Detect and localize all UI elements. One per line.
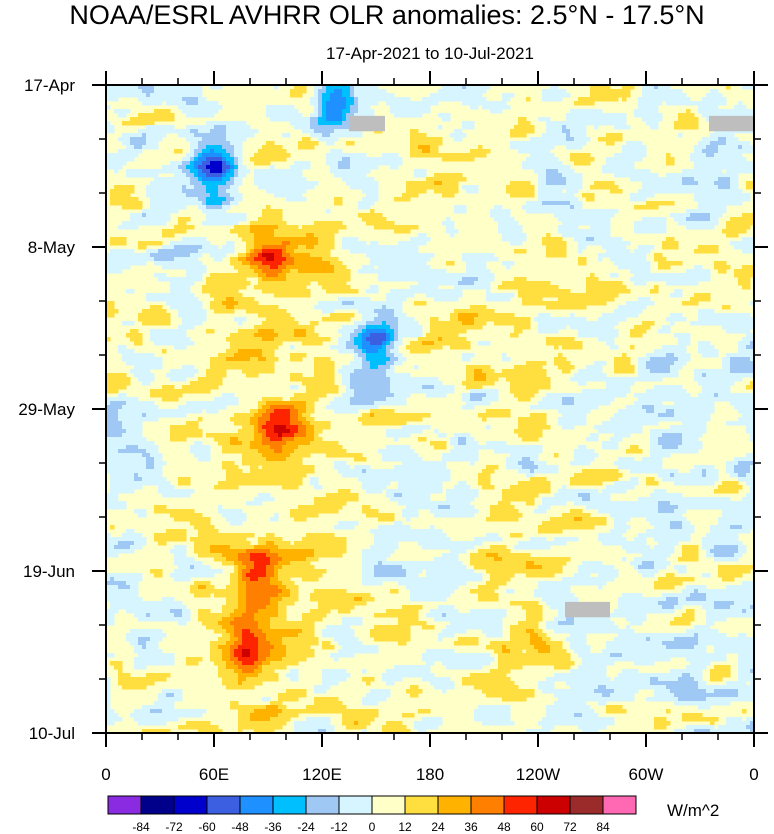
missing-data-patch [709,115,754,132]
y-tick-label: 19-Jun [23,562,75,581]
x-tick-label: 60W [629,765,664,784]
colorbar-swatch [206,795,241,815]
colorbar-swatch [470,795,505,815]
colorbar-tick-label: -72 [165,820,183,834]
colorbar-tick-label: 0 [369,820,376,834]
colorbar-swatch [107,795,142,815]
colorbar-swatch [503,795,538,815]
colorbar-tick-label: -60 [198,820,216,834]
colorbar-tick-label: -12 [330,820,348,834]
chart-subtitle: 17-Apr-2021 to 10-Jul-2021 [326,44,534,63]
missing-data-patch [565,601,610,618]
colorbar-swatch [371,795,406,815]
colorbar-tick-label: -48 [231,820,249,834]
colorbar-swatch [437,795,472,815]
colorbar-tick-label: 60 [530,820,544,834]
x-tick-label: 120W [516,765,560,784]
colorbar-tick-label: 12 [398,820,412,834]
missing-data-patch [349,115,385,132]
y-tick-label: 10-Jul [29,724,75,743]
y-tick-label: 17-Apr [24,76,75,95]
x-tick-label: 120E [302,765,342,784]
colorbar-units: W/m^2 [667,801,719,820]
x-tick-label: 0 [749,765,758,784]
chart-title: NOAA/ESRL AVHRR OLR anomalies: 2.5°N - 1… [69,0,704,30]
colorbar-swatch [602,795,637,815]
colorbar-swatch [404,795,439,815]
x-axis: 0 60E 120E 180 120W 60W 0 [101,71,759,784]
colorbar-swatch [569,795,604,815]
x-tick-label: 180 [416,765,444,784]
colorbar-tick-label: 24 [431,820,445,834]
colorbar-tick-label: -36 [264,820,282,834]
colorbar-swatch [305,795,340,815]
colorbar-swatch [173,795,208,815]
colorbar-swatch [338,795,373,815]
y-tick-label: 8-May [28,238,76,257]
colorbar-swatch [536,795,571,815]
y-axis: 17-Apr 8-May 29-May 19-Jun 10-Jul [18,76,768,743]
colorbar: -84 -72 -60 -48 -36 -24 -12 0 12 24 36 48 60 72 84 [107,795,637,834]
heatmap-field [106,85,754,733]
colorbar-tick-label: 36 [464,820,478,834]
colorbar-tick-label: -24 [297,820,315,834]
colorbar-tick-label: 72 [563,820,577,834]
x-tick-label: 60E [199,765,229,784]
x-tick-label: 0 [101,765,110,784]
colorbar-swatch [140,795,175,815]
colorbar-tick-label: -84 [132,820,150,834]
plot-area [106,85,754,733]
colorbar-swatch [272,795,307,815]
colorbar-tick-label: 48 [497,820,511,834]
colorbar-swatch [239,795,274,815]
colorbar-tick-label: 84 [596,820,610,834]
y-tick-label: 29-May [18,400,75,419]
